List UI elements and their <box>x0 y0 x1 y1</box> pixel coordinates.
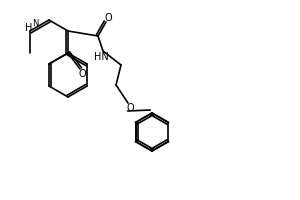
Text: N: N <box>32 19 38 27</box>
Text: HN: HN <box>94 52 108 62</box>
Text: H: H <box>25 23 33 33</box>
Text: O: O <box>78 69 86 79</box>
Text: O: O <box>126 103 134 113</box>
Text: O: O <box>104 13 112 23</box>
